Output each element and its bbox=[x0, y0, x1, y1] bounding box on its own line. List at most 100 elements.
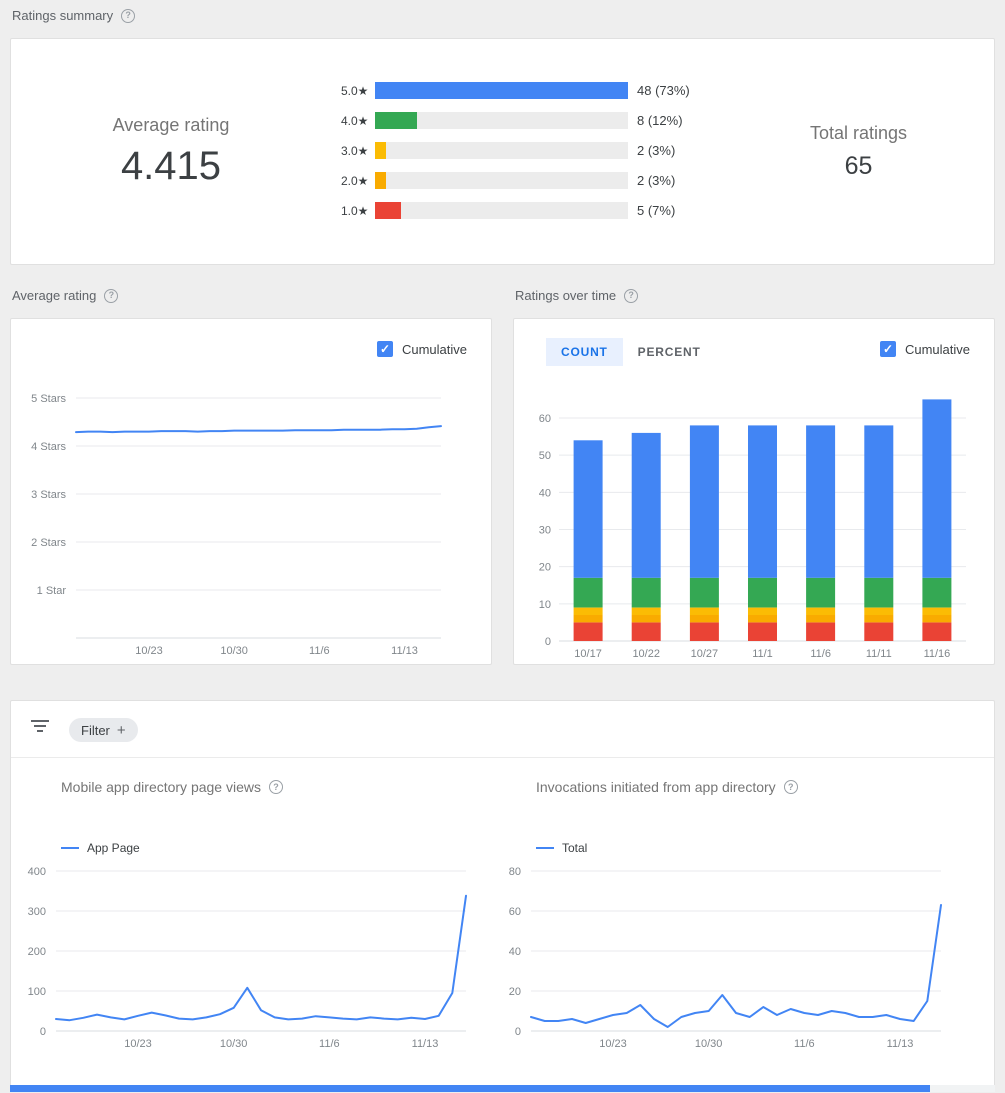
rating-bar-label: 1.0★ bbox=[341, 203, 369, 218]
rating-bar-track bbox=[375, 172, 628, 189]
svg-text:100: 100 bbox=[28, 986, 46, 998]
legend-line-icon bbox=[536, 847, 554, 849]
svg-text:11/6: 11/6 bbox=[319, 1038, 340, 1050]
svg-text:10/30: 10/30 bbox=[695, 1038, 723, 1050]
average-rating-card: ✓ Cumulative 5 Stars 4 Stars 3 Stars 2 Star… bbox=[10, 318, 492, 665]
filter-chip[interactable]: Filter + bbox=[69, 718, 138, 742]
rating-bar-track bbox=[375, 142, 628, 159]
average-rating-value: 4.415 bbox=[120, 143, 222, 188]
cumulative-checkbox-row[interactable]: ✓ Cumulative bbox=[879, 341, 970, 357]
rating-bar-row: 1.0★ 5 (7%) bbox=[341, 202, 690, 219]
help-icon[interactable]: ? bbox=[104, 288, 119, 303]
cumulative-label: Cumulative bbox=[904, 341, 970, 357]
svg-text:60: 60 bbox=[539, 413, 551, 425]
svg-text:400: 400 bbox=[28, 866, 46, 878]
svg-text:50: 50 bbox=[539, 450, 551, 462]
svg-text:11/13: 11/13 bbox=[391, 645, 418, 657]
average-rating-block: Average rating 4.415 bbox=[11, 39, 331, 264]
rating-bar-row: 4.0★ 8 (12%) bbox=[341, 112, 690, 129]
svg-text:4 Stars: 4 Stars bbox=[31, 441, 66, 453]
check-icon: ✓ bbox=[379, 342, 390, 356]
ratings-over-time-title: Ratings over time bbox=[515, 288, 617, 303]
svg-text:11/1: 11/1 bbox=[752, 648, 773, 660]
svg-text:20: 20 bbox=[509, 986, 521, 998]
legend-line-icon bbox=[61, 847, 79, 849]
svg-text:10/27: 10/27 bbox=[691, 648, 719, 660]
help-icon[interactable]: ? bbox=[121, 8, 136, 23]
svg-text:20: 20 bbox=[539, 562, 551, 574]
invocations-title: Invocations initiated from app directory bbox=[536, 779, 776, 795]
directory-metrics-card: Filter + Mobile app directory page views… bbox=[10, 700, 995, 1092]
tab-percent[interactable]: PERCENT bbox=[637, 345, 701, 359]
ratings-over-time-card: COUNT PERCENT ✓ Cumulative 0 10 20 30 40 50 60… bbox=[513, 318, 995, 665]
ratings-breakdown-rows: 5.0★ 48 (73%) 4.0★ 8 (12%) 3.0★ 2 (3%) 2.0★ 2 (… bbox=[341, 82, 690, 232]
svg-text:60: 60 bbox=[509, 906, 521, 918]
plus-icon: + bbox=[116, 721, 126, 739]
help-icon[interactable]: ? bbox=[783, 780, 798, 794]
total-legend: Total bbox=[536, 841, 587, 855]
filter-list-icon[interactable] bbox=[31, 719, 49, 733]
svg-text:5 Stars: 5 Stars bbox=[31, 393, 66, 405]
svg-text:10/30: 10/30 bbox=[220, 1038, 248, 1050]
rating-bar-row: 5.0★ 48 (73%) bbox=[341, 82, 690, 99]
rating-bar-track bbox=[375, 202, 628, 219]
svg-text:11/16: 11/16 bbox=[924, 648, 951, 660]
svg-text:200: 200 bbox=[28, 946, 46, 958]
svg-text:10/30: 10/30 bbox=[220, 645, 248, 657]
svg-text:11/13: 11/13 bbox=[412, 1038, 439, 1050]
svg-text:11/6: 11/6 bbox=[309, 645, 330, 657]
svg-text:0: 0 bbox=[40, 1026, 46, 1038]
total-ratings-value: 65 bbox=[844, 151, 873, 180]
rating-bar-label: 2.0★ bbox=[341, 173, 369, 188]
total-ratings-label: Total ratings bbox=[809, 122, 908, 143]
ratings-summary-title: Ratings summary bbox=[12, 8, 114, 23]
average-rating-section-title: Average rating bbox=[12, 288, 97, 303]
cumulative-checkbox-row[interactable]: ✓ Cumulative bbox=[376, 341, 467, 357]
total-ratings-block: Total ratings 65 bbox=[721, 39, 996, 264]
rating-bar-row: 2.0★ 2 (3%) bbox=[341, 172, 690, 189]
horizontal-scrollbar-track[interactable] bbox=[10, 1085, 995, 1092]
average-rating-label: Average rating bbox=[112, 114, 230, 135]
ratings-over-time-header: Ratings over time ? bbox=[515, 288, 639, 303]
svg-text:0: 0 bbox=[515, 1026, 521, 1038]
rating-bar-fill bbox=[375, 142, 386, 159]
cumulative-checkbox[interactable]: ✓ bbox=[376, 341, 393, 357]
cumulative-checkbox[interactable]: ✓ bbox=[879, 341, 896, 357]
ratings-summary-header: Ratings summary ? bbox=[12, 8, 136, 23]
svg-text:11/13: 11/13 bbox=[887, 1038, 914, 1050]
svg-text:10/23: 10/23 bbox=[599, 1038, 627, 1050]
svg-text:2 Stars: 2 Stars bbox=[31, 537, 66, 549]
help-icon[interactable]: ? bbox=[624, 288, 639, 303]
filter-chip-label: Filter bbox=[81, 722, 110, 738]
check-icon: ✓ bbox=[882, 342, 893, 356]
tab-count[interactable]: COUNT bbox=[546, 338, 623, 366]
divider bbox=[11, 757, 994, 758]
page-views-chart: 0 100 200 300 400 10/23 10/30 11/6 11/13 bbox=[28, 866, 467, 1050]
ratings-summary-card: Average rating 4.415 5.0★ 48 (73%) 4.0★ 8 (… bbox=[10, 38, 995, 265]
app-page-legend: App Page bbox=[61, 841, 140, 855]
invocations-header: Invocations initiated from app directory… bbox=[536, 779, 798, 795]
page-views-header: Mobile app directory page views ? bbox=[61, 779, 283, 795]
svg-text:3 Stars: 3 Stars bbox=[31, 489, 66, 501]
average-rating-chart: 5 Stars 4 Stars 3 Stars 2 Stars 1 Star 10/23 1… bbox=[31, 393, 442, 657]
svg-text:300: 300 bbox=[28, 906, 46, 918]
svg-text:10/17: 10/17 bbox=[574, 648, 602, 660]
svg-text:11/6: 11/6 bbox=[810, 648, 831, 660]
rating-bar-value: 48 (73%) bbox=[637, 83, 690, 98]
rating-bar-value: 2 (3%) bbox=[637, 143, 676, 158]
ratings-over-time-chart: 0 10 20 30 40 50 60 10/17 10/22 10/27 11/1 11/6 11/1… bbox=[539, 399, 966, 660]
help-icon[interactable]: ? bbox=[269, 780, 283, 794]
app-page-legend-label: App Page bbox=[87, 841, 140, 855]
svg-text:80: 80 bbox=[509, 866, 521, 878]
horizontal-scrollbar-thumb[interactable] bbox=[10, 1085, 930, 1092]
rating-bar-fill bbox=[375, 82, 628, 99]
svg-text:40: 40 bbox=[539, 487, 551, 499]
rating-bar-value: 2 (3%) bbox=[637, 173, 676, 188]
rating-bar-fill bbox=[375, 172, 386, 189]
svg-text:11/6: 11/6 bbox=[794, 1038, 815, 1050]
svg-text:40: 40 bbox=[509, 946, 521, 958]
rating-bar-label: 4.0★ bbox=[341, 113, 369, 128]
rating-bar-label: 5.0★ bbox=[341, 83, 369, 98]
rating-bar-value: 5 (7%) bbox=[637, 203, 676, 218]
